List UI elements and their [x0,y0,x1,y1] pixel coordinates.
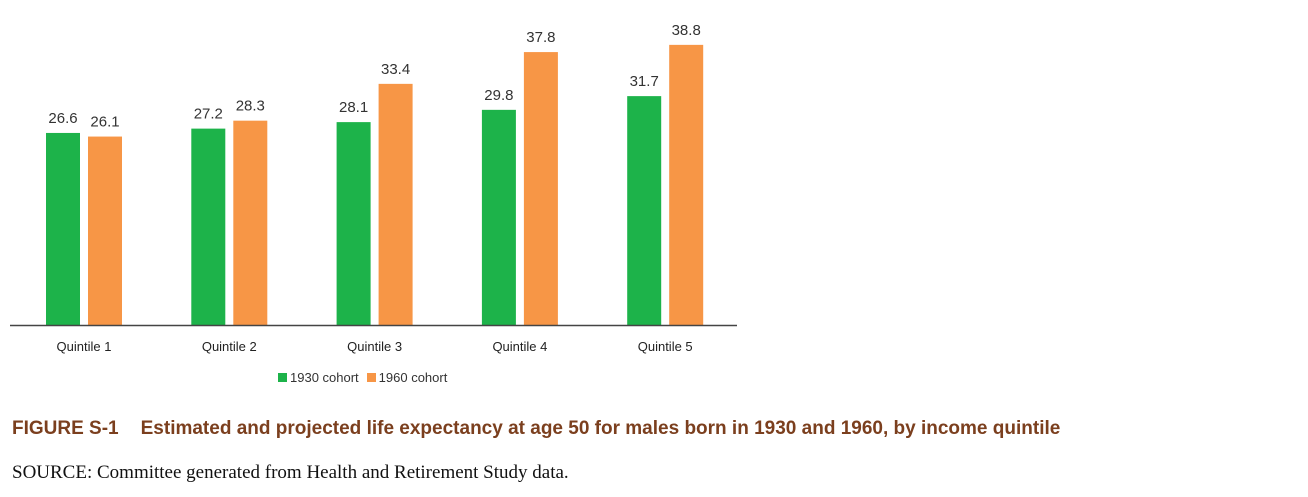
bar-1930-q3 [336,122,371,325]
legend-label-1960: 1960 cohort [378,370,448,385]
bar-1930-q1 [46,132,80,325]
bar-1960-q2 [233,120,268,325]
figure-caption: FIGURE S-1 Estimated and projected life e… [12,418,1060,440]
bar-1960-q4 [523,52,558,326]
bar-chart: 26.6 26.1 Quintile 1 27.2 28.3 Quintile 2 28.1… [10,22,737,354]
source-note: SOURCE: Committee generated from Health … [12,462,569,483]
data-label: 28.1 [339,99,368,116]
figure-title: Estimated and projected life expectancy … [140,418,1061,439]
bar-1960-q5 [669,44,704,325]
data-label: 37.8 [526,29,555,46]
bar-1930-q5 [627,96,662,325]
legend-swatch-1930 [278,373,287,382]
data-label: 27.2 [194,106,223,123]
bar-1960-q3 [378,83,413,326]
data-label: 29.8 [484,87,513,104]
data-label: 31.7 [630,73,659,90]
data-label: 26.1 [90,114,119,131]
legend-label-1930: 1930 cohort [290,370,359,385]
bar-1930-q4 [481,109,516,326]
data-label: 28.3 [236,98,265,115]
data-label: 26.6 [48,110,77,127]
legend: 1930 cohort 1960 cohort [278,370,447,385]
x-tick-label: Quintile 1 [57,339,112,354]
bar-1930-q2 [191,128,226,325]
x-tick-label: Quintile 3 [347,339,402,354]
x-tick-label: Quintile 4 [492,339,547,354]
data-label: 33.4 [381,61,410,78]
x-tick-label: Quintile 5 [638,339,693,354]
bar-1960-q1 [88,136,122,325]
figure-number: FIGURE S-1 [12,418,119,439]
data-label: 38.8 [672,22,701,39]
legend-swatch-1960 [366,373,376,382]
x-tick-label: Quintile 2 [202,339,257,354]
